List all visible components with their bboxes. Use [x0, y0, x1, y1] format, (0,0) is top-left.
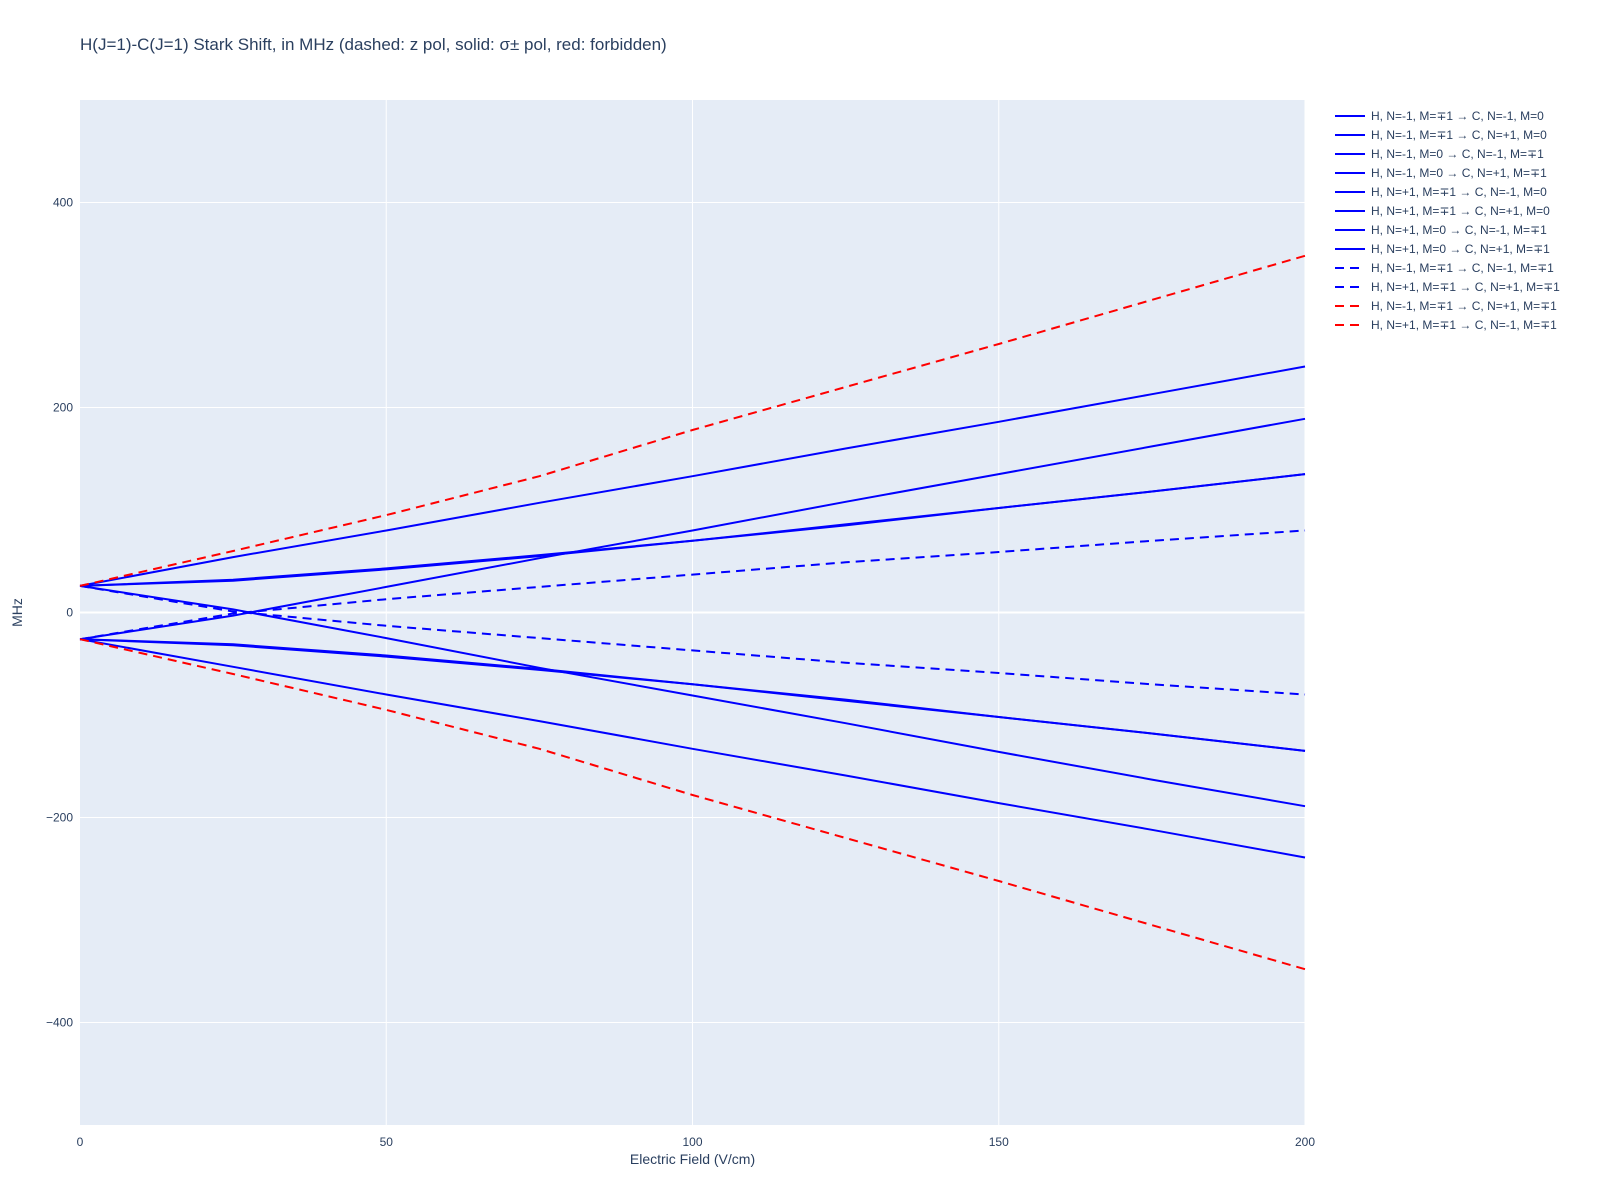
- legend-item[interactable]: H, N=-1, M=0 → C, N=-1, M=∓1: [1335, 147, 1544, 161]
- legend-label: H, N=-1, M=∓1 → C, N=-1, M=0: [1371, 109, 1544, 123]
- legend-label: H, N=+1, M=∓1 → C, N=-1, M=∓1: [1371, 318, 1557, 332]
- legend-item[interactable]: H, N=+1, M=∓1 → C, N=-1, M=0: [1335, 185, 1547, 199]
- legend-item[interactable]: H, N=-1, M=∓1 → C, N=-1, M=0: [1335, 109, 1544, 123]
- x-axis-label: Electric Field (V/cm): [630, 1151, 755, 1167]
- legend-label: H, N=-1, M=∓1 → C, N=+1, M=0: [1371, 128, 1547, 142]
- chart-title: H(J=1)-C(J=1) Stark Shift, in MHz (dashe…: [80, 35, 667, 54]
- legend-item[interactable]: H, N=+1, M=0 → C, N=+1, M=∓1: [1335, 242, 1550, 256]
- series-line-10: [79, 529, 1306, 641]
- y-tick-label: −400: [46, 1016, 73, 1030]
- legend-label: H, N=+1, M=∓1 → C, N=-1, M=0: [1371, 185, 1547, 199]
- x-tick-label: 50: [380, 1135, 394, 1149]
- legend-item[interactable]: H, N=-1, M=∓1 → C, N=+1, M=∓1: [1335, 299, 1557, 313]
- y-axis-label: MHz: [9, 598, 25, 627]
- series-line-9: [79, 584, 1306, 696]
- legend-label: H, N=-1, M=0 → C, N=+1, M=∓1: [1371, 166, 1547, 180]
- legend-item[interactable]: H, N=+1, M=∓1 → C, N=+1, M=0: [1335, 204, 1550, 218]
- y-tick-label: 400: [53, 196, 73, 210]
- series-line-11: [79, 254, 1306, 587]
- tick-labels: 0 50 100 150 200 −400 −200 0 200 400: [46, 196, 1315, 1150]
- x-tick-label: 0: [77, 1135, 84, 1149]
- y-tick-label: −200: [46, 811, 73, 825]
- x-tick-label: 200: [1295, 1135, 1315, 1149]
- grid-lines: [80, 100, 1306, 1125]
- series-line-8: [79, 638, 1306, 752]
- legend-label: H, N=+1, M=0 → C, N=+1, M=∓1: [1371, 242, 1550, 256]
- y-tick-label: 200: [53, 401, 73, 415]
- legend-label: H, N=+1, M=0 → C, N=-1, M=∓1: [1371, 223, 1547, 237]
- series-line-4: [79, 638, 1306, 859]
- legend-item[interactable]: H, N=+1, M=∓1 → C, N=+1, M=∓1: [1335, 280, 1560, 294]
- y-tick-label: 0: [66, 606, 73, 620]
- legend-item[interactable]: H, N=+1, M=∓1 → C, N=-1, M=∓1: [1335, 318, 1557, 332]
- x-tick-label: 100: [682, 1135, 702, 1149]
- legend[interactable]: H, N=-1, M=∓1 → C, N=-1, M=0 H, N=-1, M=∓…: [1335, 109, 1560, 332]
- series-line-1: [79, 365, 1306, 587]
- series-line-2: [79, 584, 1306, 808]
- legend-label: H, N=-1, M=∓1 → C, N=+1, M=∓1: [1371, 299, 1557, 313]
- series-line-12: [79, 638, 1306, 971]
- x-tick-label: 150: [989, 1135, 1009, 1149]
- legend-label: H, N=+1, M=∓1 → C, N=+1, M=∓1: [1371, 280, 1560, 294]
- legend-item[interactable]: H, N=-1, M=∓1 → C, N=+1, M=0: [1335, 128, 1547, 142]
- legend-label: H, N=-1, M=0 → C, N=-1, M=∓1: [1371, 147, 1544, 161]
- series-layer: [79, 254, 1306, 971]
- legend-item[interactable]: H, N=-1, M=0 → C, N=+1, M=∓1: [1335, 166, 1547, 180]
- series-line-6: [79, 417, 1306, 641]
- series-line-7: [79, 473, 1306, 587]
- legend-label: H, N=-1, M=∓1 → C, N=-1, M=∓1: [1371, 261, 1554, 275]
- legend-item[interactable]: H, N=-1, M=∓1 → C, N=-1, M=∓1: [1335, 261, 1554, 275]
- legend-item[interactable]: H, N=+1, M=0 → C, N=-1, M=∓1: [1335, 223, 1547, 237]
- legend-label: H, N=+1, M=∓1 → C, N=+1, M=0: [1371, 204, 1550, 218]
